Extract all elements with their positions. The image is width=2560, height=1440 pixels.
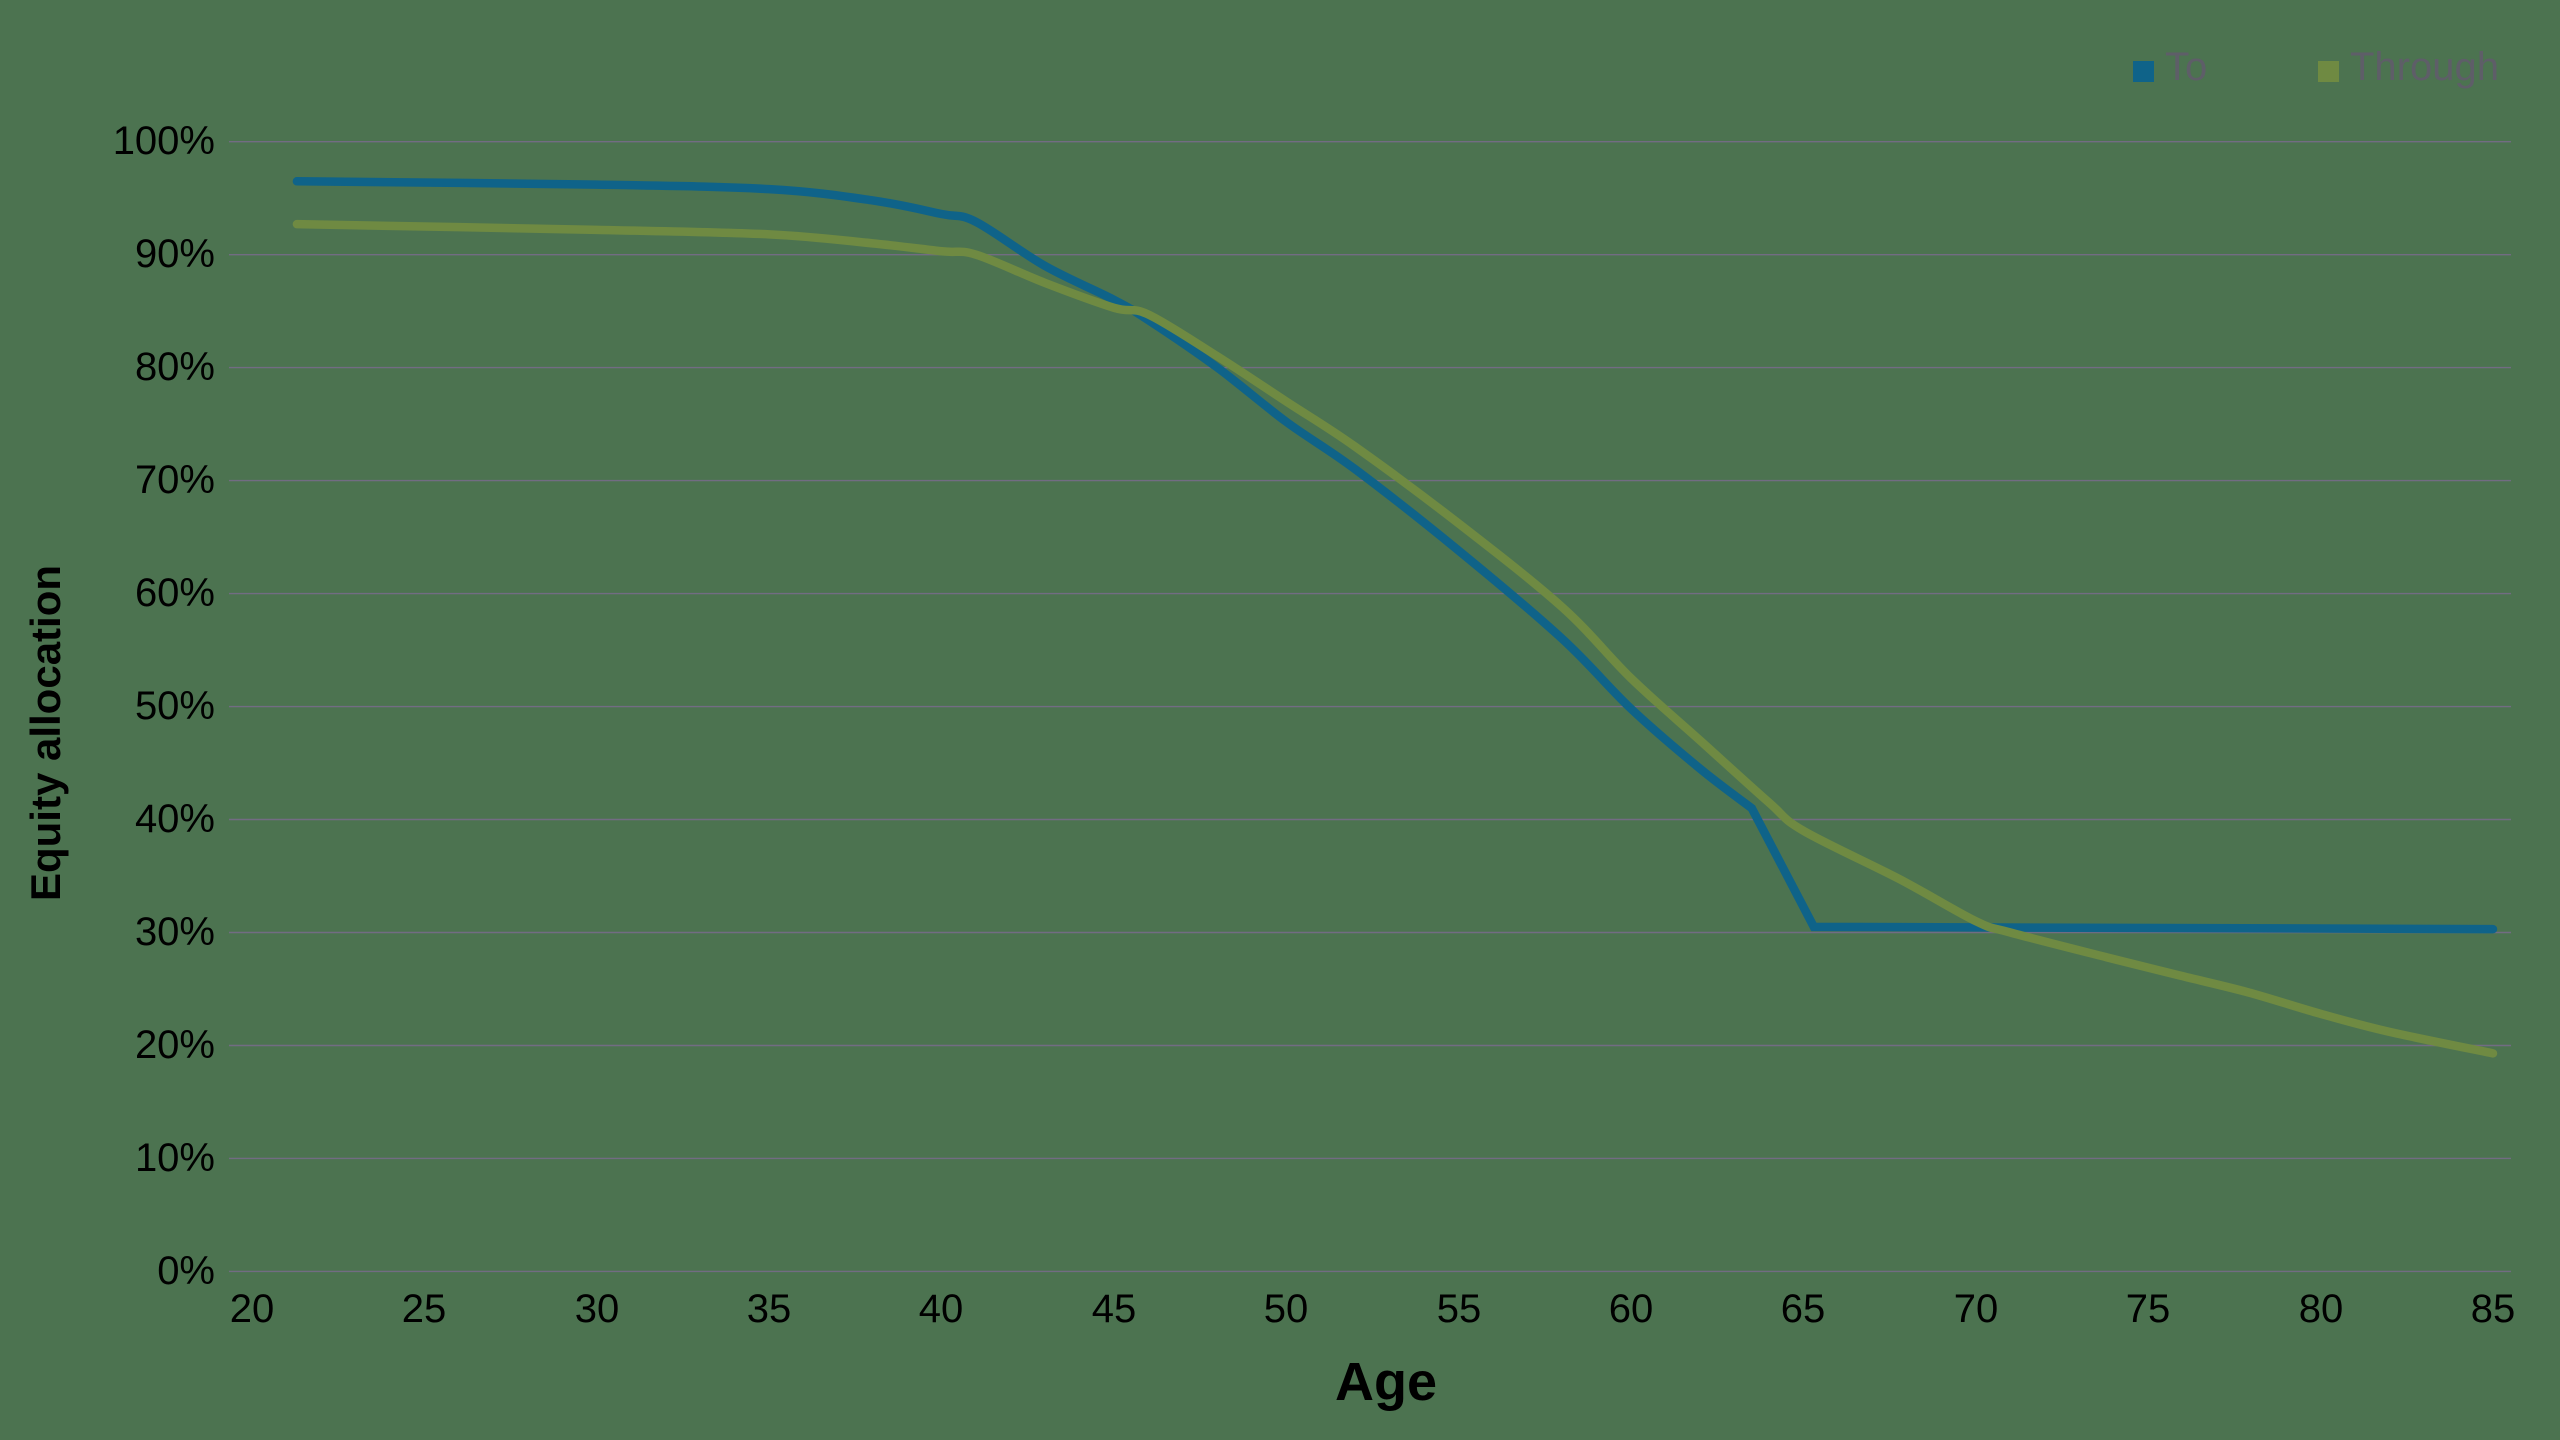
svg-text:40: 40 bbox=[919, 1287, 964, 1331]
svg-text:10%: 10% bbox=[135, 1136, 215, 1180]
svg-text:40%: 40% bbox=[135, 797, 215, 841]
svg-text:55: 55 bbox=[1437, 1287, 1482, 1331]
svg-text:50: 50 bbox=[1264, 1287, 1309, 1331]
svg-text:0%: 0% bbox=[157, 1249, 215, 1293]
svg-text:20%: 20% bbox=[135, 1023, 215, 1067]
svg-text:70: 70 bbox=[1954, 1287, 1999, 1331]
svg-text:90%: 90% bbox=[135, 232, 215, 276]
svg-text:30: 30 bbox=[575, 1287, 620, 1331]
svg-text:To: To bbox=[2165, 45, 2207, 89]
svg-text:Equity allocation: Equity allocation bbox=[22, 565, 69, 901]
svg-text:Through: Through bbox=[2350, 45, 2499, 89]
svg-text:70%: 70% bbox=[135, 458, 215, 502]
svg-text:30%: 30% bbox=[135, 910, 215, 954]
svg-text:75: 75 bbox=[2126, 1287, 2171, 1331]
svg-text:100%: 100% bbox=[113, 119, 215, 163]
svg-text:80%: 80% bbox=[135, 345, 215, 389]
svg-text:60%: 60% bbox=[135, 571, 215, 615]
svg-text:50%: 50% bbox=[135, 684, 215, 728]
svg-text:25: 25 bbox=[402, 1287, 447, 1331]
svg-text:60: 60 bbox=[1609, 1287, 1654, 1331]
svg-text:85: 85 bbox=[2471, 1287, 2516, 1331]
svg-text:35: 35 bbox=[747, 1287, 792, 1331]
svg-text:Age: Age bbox=[1335, 1352, 1437, 1412]
svg-text:80: 80 bbox=[2299, 1287, 2344, 1331]
svg-text:45: 45 bbox=[1092, 1287, 1137, 1331]
svg-text:20: 20 bbox=[230, 1287, 275, 1331]
svg-text:65: 65 bbox=[1781, 1287, 1826, 1331]
